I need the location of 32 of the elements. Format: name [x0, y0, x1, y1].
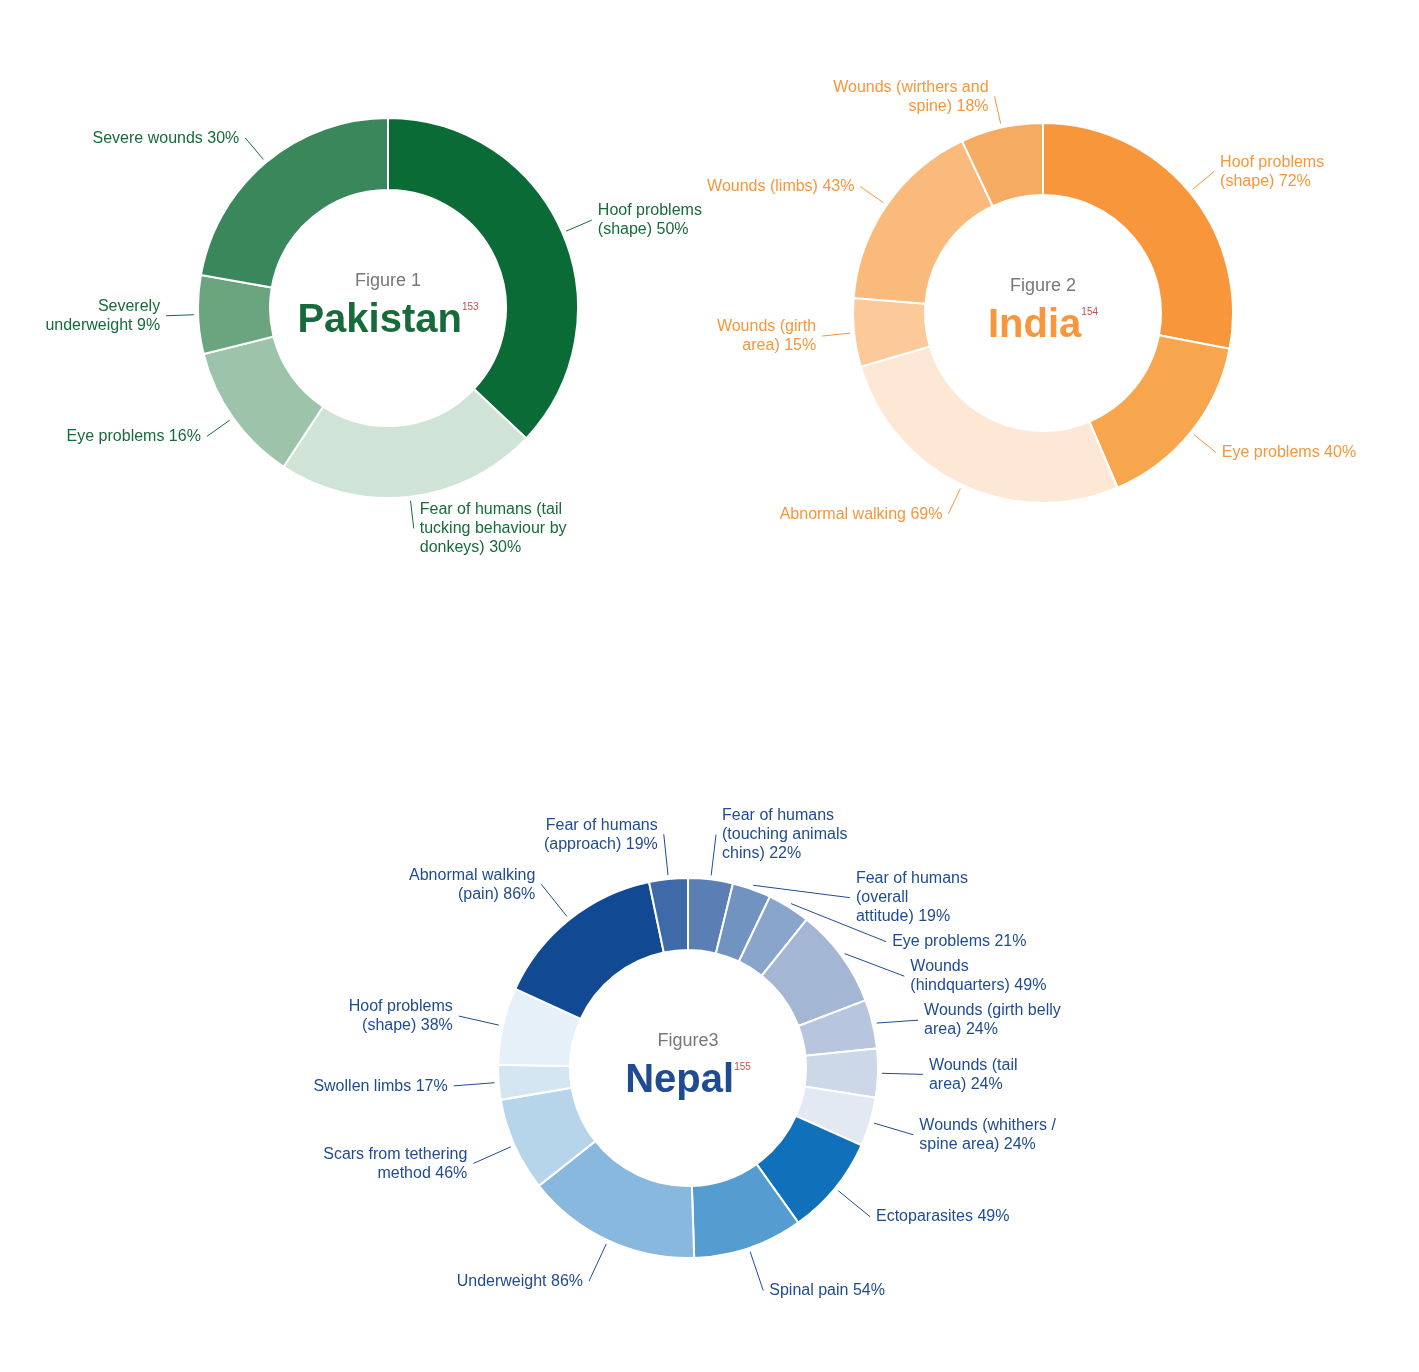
- slice-label: Wounds (limbs) 43%: [707, 177, 855, 195]
- slice-label: Eye problems 40%: [1221, 443, 1357, 461]
- slice-label: Wounds (girth area) 15%: [716, 317, 817, 354]
- slice-label: Fear of humans (approach) 19%: [543, 815, 658, 852]
- slice-label: Eye problems 21%: [892, 932, 1027, 950]
- text: Figure3: [657, 1030, 719, 1050]
- slice-label: Severe wounds 30%: [92, 128, 240, 146]
- slice-label: Severely underweight 9%: [45, 297, 161, 333]
- text: India$^{154}$: [987, 301, 1099, 345]
- text: Pakistan$^{153}$: [297, 296, 480, 340]
- slice-label: Fear of humans (overall attitude) 19%: [855, 869, 968, 925]
- text: Nepal$^{155}$: [625, 1056, 752, 1100]
- slice-label: Wounds (whithers / spine area) 24%: [919, 1116, 1057, 1153]
- slice-label: Eye problems 16%: [66, 427, 201, 445]
- slice-label: Wounds (hindquarters) 49%: [910, 957, 1047, 994]
- slice-label: Wounds (wirthers and spine) 18%: [833, 77, 989, 114]
- slice-label: Wounds (girth belly area) 24%: [924, 1001, 1061, 1038]
- slice-label: Ectoparasites 49%: [876, 1207, 1010, 1225]
- slice-label: Wounds (tail area) 24%: [928, 1055, 1018, 1092]
- slice-label: Hoof problems (shape) 72%: [1220, 152, 1325, 189]
- slice-label: Abnormal walking (pain) 86%: [409, 865, 536, 902]
- slice-label: Fear of humans (touching animals chins) 22%: [722, 806, 848, 862]
- slice-label: Hoof problems (shape) 38%: [348, 997, 453, 1034]
- slice-label: Spinal pain 54%: [769, 1281, 885, 1299]
- slice-label: Underweight 86%: [456, 1271, 584, 1289]
- text: Figure 1: [354, 270, 422, 290]
- slice-label: Fear of humans (tail tucking behaviour by donkeys) 30%: [419, 500, 567, 556]
- slice-label: Scars from tethering method 46%: [323, 1144, 468, 1181]
- slice-label: Hoof problems (shape) 50%: [597, 201, 702, 238]
- text: Figure 2: [1009, 275, 1077, 295]
- slice-label: Swollen limbs 17%: [313, 1076, 448, 1094]
- slice-label: Abnormal walking 69%: [779, 504, 943, 522]
